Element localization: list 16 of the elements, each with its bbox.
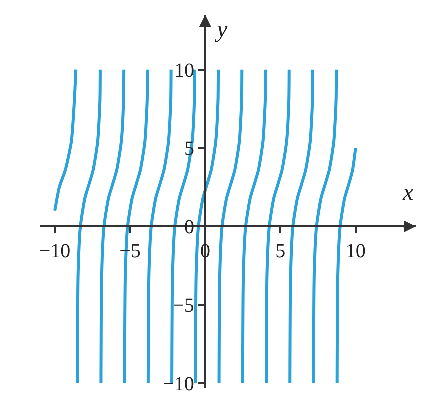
x-tick-label: −10 — [39, 240, 71, 263]
y-axis-title: y — [215, 17, 228, 43]
line-series — [76, 68, 102, 385]
line-series — [312, 68, 338, 385]
y-tick-label: −10 — [163, 373, 194, 396]
line-series — [241, 68, 268, 385]
y-tick-label: 10 — [174, 60, 194, 82]
line-series — [194, 68, 220, 385]
line-series — [288, 68, 314, 385]
x-tick-label: 10 — [346, 240, 366, 263]
line-series — [218, 68, 244, 385]
x-axis-title: x — [402, 180, 414, 206]
line-series — [54, 68, 78, 212]
line-series — [265, 68, 291, 385]
x-tick-label: 5 — [276, 240, 286, 263]
y-tick-label: −5 — [173, 294, 194, 317]
